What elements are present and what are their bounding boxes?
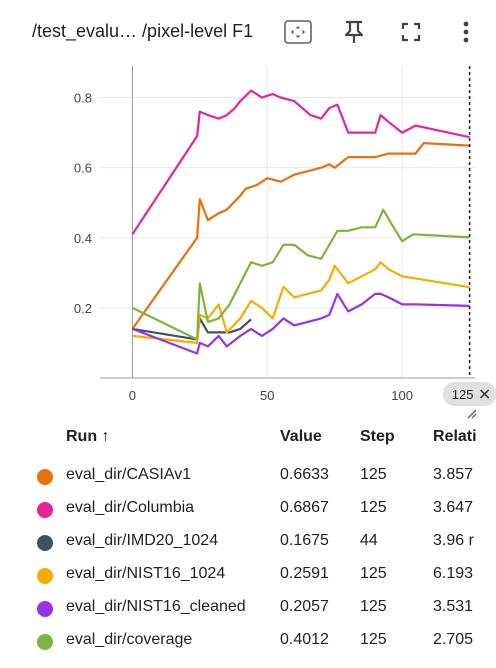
table-row[interactable]: eval_dir/Columbia 0.6867 125 3.647 <box>0 491 496 524</box>
run-relative: 3.96 r <box>433 532 474 549</box>
x-tick-label: 0 <box>129 388 136 403</box>
series-line[interactable] <box>132 292 470 355</box>
table-row[interactable]: eval_dir/NIST16_cleaned 0.2057 125 3.531 <box>0 590 496 623</box>
run-value: 0.1675 <box>280 532 329 549</box>
y-tick-label: 0.6 <box>74 161 92 176</box>
chart-title: /test_evalu… /pixel-level F1 <box>32 21 254 41</box>
run-step: 44 <box>360 532 378 549</box>
series-color-dot <box>37 568 53 584</box>
series-line[interactable] <box>131 208 470 341</box>
series-color-dot <box>37 469 53 485</box>
fullscreen-icon[interactable] <box>395 16 427 48</box>
run-name: eval_dir/Columbia <box>66 499 195 516</box>
hover-step-chip[interactable] <box>442 382 496 406</box>
header-relative[interactable]: Relati <box>433 428 477 445</box>
hover-step-label: 125 <box>452 387 474 402</box>
series-line[interactable] <box>131 142 470 330</box>
run-name: eval_dir/NIST16_1024 <box>66 565 226 582</box>
run-step: 125 <box>360 631 387 648</box>
run-value: 0.6867 <box>280 499 329 516</box>
run-relative: 3.647 <box>433 499 474 516</box>
run-value: 0.6633 <box>280 466 329 483</box>
x-tick-label: 100 <box>391 388 413 403</box>
table-row[interactable]: eval_dir/IMD20_1024 0.1675 44 3.96 r <box>0 524 496 557</box>
y-tick-label: 0.4 <box>74 231 92 246</box>
run-relative: 2.705 <box>433 631 474 648</box>
run-name: eval_dir/CASIAv1 <box>66 466 192 483</box>
run-name: eval_dir/NIST16_cleaned <box>66 598 246 615</box>
series-color-dot <box>37 601 53 617</box>
series-color-dot <box>37 502 53 518</box>
run-relative: 3.531 <box>433 598 474 615</box>
run-step: 125 <box>360 466 387 483</box>
run-relative: 3.857 <box>433 466 474 483</box>
run-step: 125 <box>360 565 387 582</box>
table-row[interactable]: eval_dir/coverage 0.4012 125 2.705 <box>0 623 496 656</box>
close-icon[interactable] <box>480 389 490 399</box>
run-step: 125 <box>360 499 387 516</box>
series-color-dot <box>37 535 53 551</box>
table-row[interactable]: eval_dir/CASIAv1 0.6633 125 3.857 <box>0 458 496 491</box>
resize-handle-icon[interactable] <box>467 409 477 419</box>
run-value: 0.4012 <box>280 631 329 648</box>
y-tick-label: 0.2 <box>74 301 92 316</box>
y-tick-label: 0.8 <box>74 91 92 106</box>
more-vert-icon[interactable] <box>450 16 482 48</box>
run-relative: 6.193 <box>433 565 474 582</box>
fit-domain-icon[interactable] <box>282 16 314 48</box>
run-name: eval_dir/coverage <box>66 631 193 648</box>
card-header: /test_evalu… /pixel-level F1 <box>0 0 496 64</box>
run-step: 125 <box>360 598 387 615</box>
header-value[interactable]: Value <box>280 428 322 445</box>
pin-icon[interactable] <box>338 16 370 48</box>
series-line[interactable] <box>131 89 470 235</box>
series-line[interactable] <box>132 261 470 344</box>
series-color-dot <box>37 634 53 650</box>
x-tick-label: 50 <box>260 388 274 403</box>
header-run[interactable]: Run ↑ <box>66 428 110 445</box>
header-step[interactable]: Step <box>360 428 395 445</box>
table-row[interactable]: eval_dir/NIST16_1024 0.2591 125 6.193 <box>0 557 496 590</box>
run-value: 0.2057 <box>280 598 329 615</box>
run-value: 0.2591 <box>280 565 329 582</box>
run-name: eval_dir/IMD20_1024 <box>66 532 219 549</box>
line-chart[interactable]: 0.2 0.4 0.6 0.8 0 50 100 125 <box>0 60 496 420</box>
